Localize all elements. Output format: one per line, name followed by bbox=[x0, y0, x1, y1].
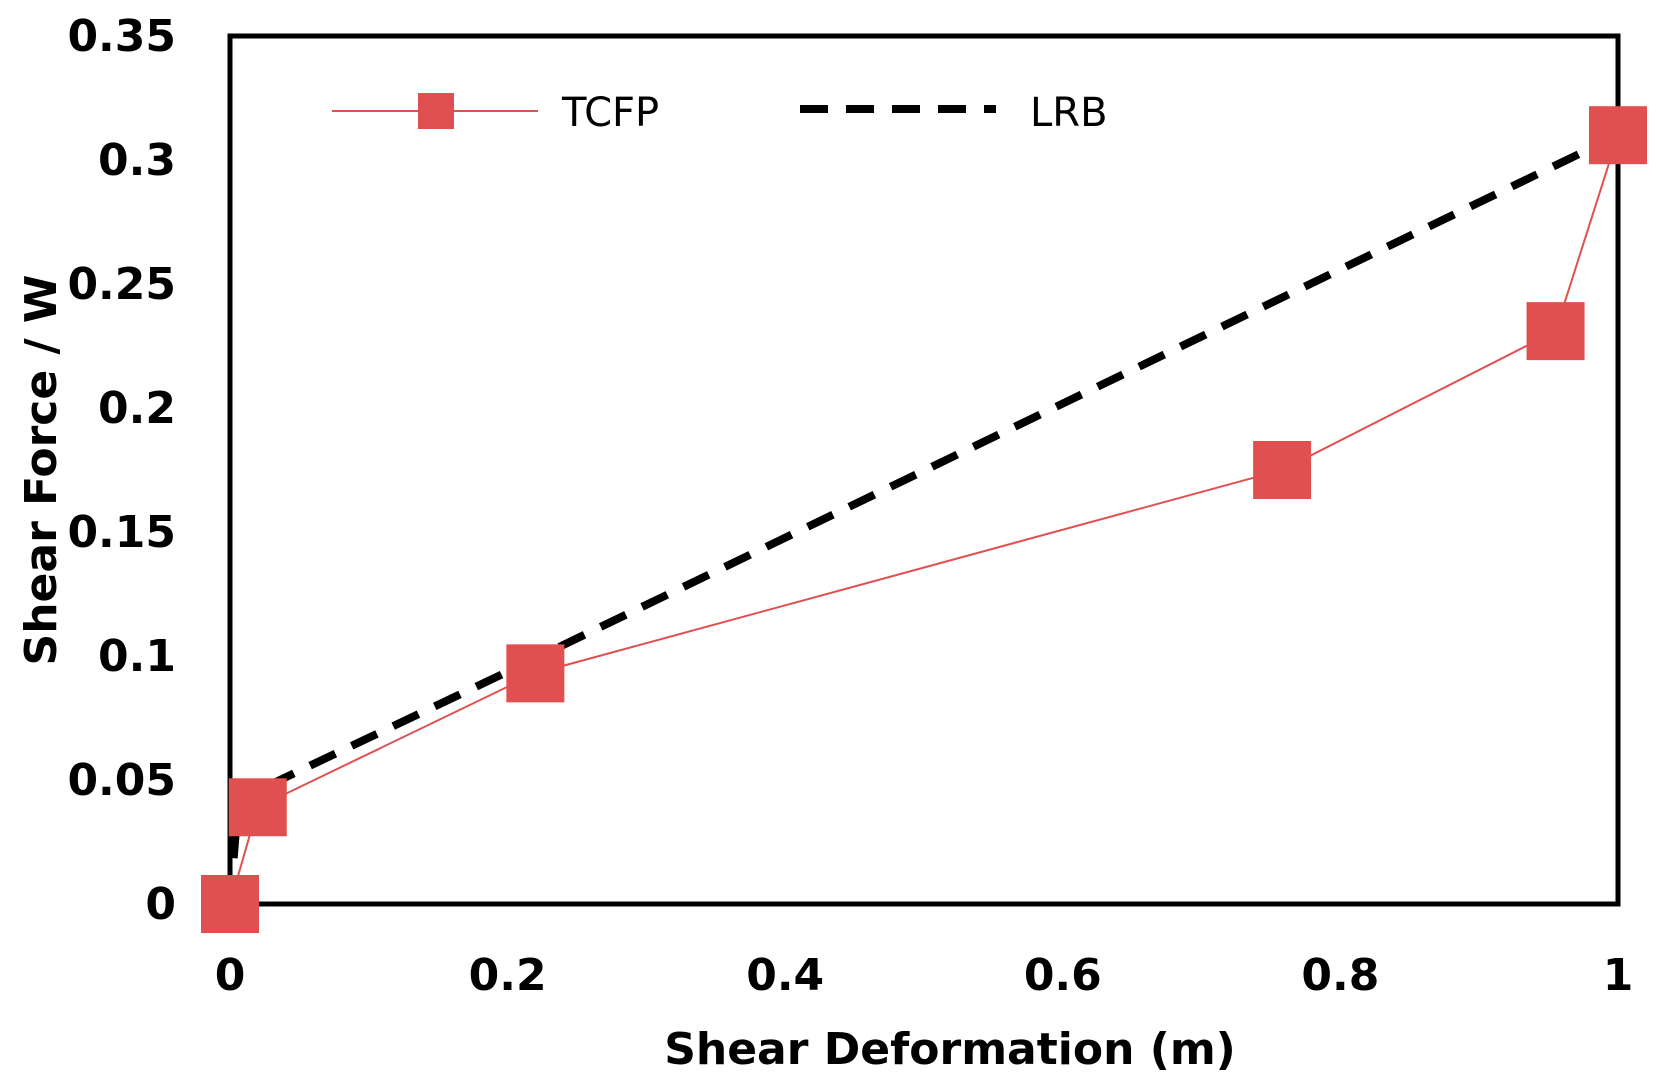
y-tick-label: 0.1 bbox=[98, 631, 176, 682]
y-axis-ticks: 0 0.05 0.1 0.15 0.2 0.25 0.3 0.35 bbox=[67, 11, 176, 930]
series-tcfp-point bbox=[1253, 441, 1312, 499]
y-tick-label: 0.05 bbox=[67, 755, 176, 806]
legend: TCFP LRB bbox=[332, 90, 1108, 136]
x-tick-label: 1 bbox=[1603, 950, 1634, 1001]
series-tcfp-point bbox=[1526, 302, 1585, 361]
x-tick-label: 0.4 bbox=[746, 950, 824, 1001]
y-tick-label: 0.35 bbox=[67, 11, 176, 62]
y-tick-label: 0 bbox=[145, 879, 176, 930]
series-tcfp-point bbox=[1589, 106, 1647, 165]
series-lrb-line bbox=[226, 131, 1620, 905]
x-axis-title: Shear Deformation (m) bbox=[664, 1024, 1236, 1075]
x-tick-label: 0.8 bbox=[1301, 950, 1379, 1001]
legend-tcfp-marker bbox=[418, 93, 454, 129]
y-tick-label: 0.2 bbox=[98, 383, 176, 434]
series-tcfp-point bbox=[201, 875, 259, 933]
y-tick-label: 0.3 bbox=[98, 135, 176, 186]
x-tick-label: 0.2 bbox=[469, 950, 547, 1001]
x-tick-label: 0 bbox=[215, 950, 246, 1001]
series-tcfp-line bbox=[229, 134, 1619, 905]
x-tick-label: 0.6 bbox=[1024, 950, 1102, 1001]
y-tick-label: 0.25 bbox=[67, 259, 176, 310]
y-axis-title: Shear Force / W bbox=[16, 275, 67, 666]
legend-tcfp-label: TCFP bbox=[561, 90, 659, 136]
x-axis-ticks: 0 0.2 0.4 0.6 0.8 1 bbox=[215, 950, 1634, 1001]
series-tcfp-point bbox=[506, 644, 565, 703]
legend-lrb-label: LRB bbox=[1030, 90, 1108, 136]
series-tcfp-point bbox=[228, 778, 287, 837]
series-layer bbox=[201, 106, 1647, 933]
plot-area-frame bbox=[227, 33, 1621, 907]
y-tick-label: 0.15 bbox=[67, 507, 176, 558]
